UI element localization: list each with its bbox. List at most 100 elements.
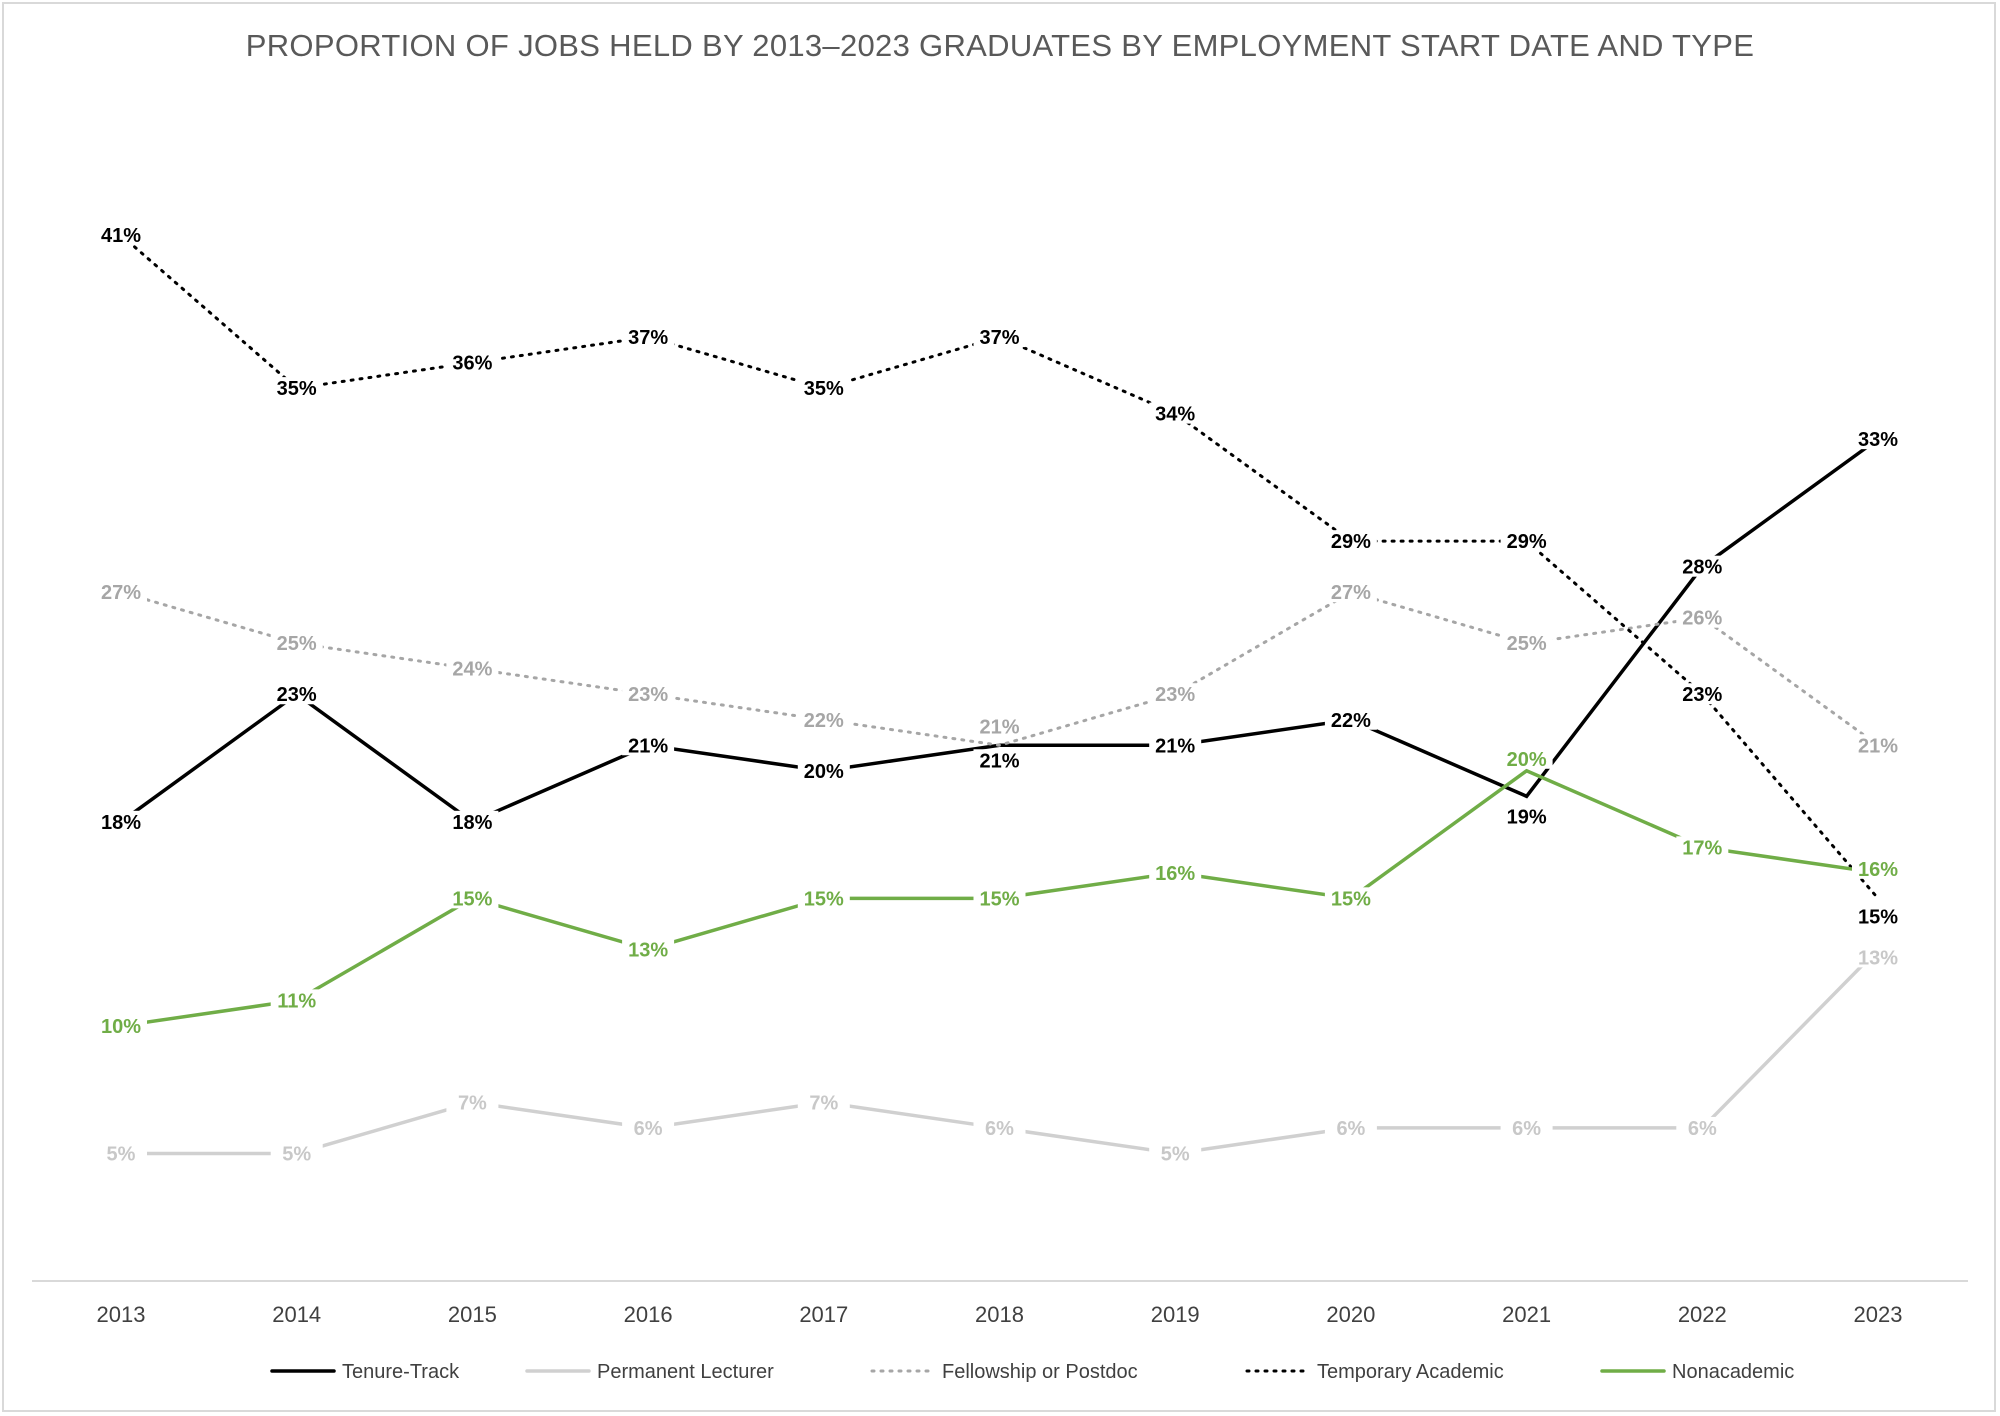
data-label: 37% [979, 327, 1019, 349]
data-label: 6% [1512, 1118, 1541, 1140]
data-label-background [797, 1091, 850, 1113]
data-label-background [973, 749, 1026, 771]
data-label: 22% [804, 710, 844, 732]
data-label-background [622, 683, 675, 705]
data-label: 15% [1858, 906, 1898, 928]
data-label: 22% [1331, 710, 1371, 732]
data-label: 18% [101, 812, 141, 834]
data-label: 27% [101, 582, 141, 604]
legend-entry: Nonacademic [1672, 1361, 1794, 1383]
data-label: 15% [452, 888, 492, 910]
data-label-background [1500, 747, 1553, 769]
data-label-background [1149, 861, 1202, 883]
data-label-background [1676, 606, 1729, 628]
data-label: 6% [1336, 1118, 1365, 1140]
data-label-background [973, 715, 1026, 737]
data-label: 20% [1507, 749, 1547, 771]
data-label-background [270, 1142, 323, 1164]
data-label-background [622, 1116, 675, 1138]
data-label: 21% [979, 716, 1019, 738]
data-label-background [1676, 683, 1729, 705]
data-label-background [270, 683, 323, 705]
data-label: 33% [1858, 429, 1898, 451]
data-label: 5% [107, 1143, 136, 1165]
data-label: 21% [979, 750, 1019, 772]
data-label-background [1324, 887, 1377, 909]
data-label-background [1149, 734, 1202, 756]
series-line-fellowship-or-postdoc [119, 590, 1880, 747]
data-label-background [446, 351, 499, 373]
data-label-background [622, 734, 675, 756]
data-label: 11% [277, 990, 316, 1012]
data-label: 23% [277, 684, 317, 706]
legend-entry: Tenure-Track [342, 1361, 460, 1383]
x-tick-label: 2023 [1854, 1302, 1903, 1327]
x-tick-label: 2016 [624, 1302, 673, 1327]
data-label-background [1500, 530, 1553, 552]
data-label: 13% [628, 939, 668, 961]
data-label: 27% [1331, 582, 1371, 604]
data-label: 20% [804, 761, 844, 783]
x-tick-label: 2014 [272, 1302, 321, 1327]
data-label: 21% [1155, 735, 1195, 757]
data-label-background [1324, 708, 1377, 730]
x-tick-label: 2019 [1151, 1302, 1200, 1327]
data-label-background [1324, 530, 1377, 552]
data-label: 7% [458, 1092, 487, 1114]
data-label: 24% [452, 659, 492, 681]
data-label: 23% [1682, 684, 1722, 706]
data-label: 7% [809, 1092, 838, 1114]
data-label-background [622, 326, 675, 348]
data-label-background [1676, 1116, 1729, 1138]
data-label-background [973, 1116, 1026, 1138]
data-label: 23% [1155, 684, 1195, 706]
data-label: 19% [1507, 806, 1547, 828]
data-label-background [1324, 1116, 1377, 1138]
data-label-background [1676, 555, 1729, 577]
data-label: 21% [1858, 735, 1898, 757]
data-label: 17% [1682, 837, 1722, 859]
data-label: 25% [1507, 633, 1547, 655]
data-label-background [622, 938, 675, 960]
data-label: 15% [1331, 888, 1371, 910]
data-label-background [1149, 683, 1202, 705]
data-label: 5% [1161, 1143, 1190, 1165]
data-label-background [1149, 402, 1202, 424]
data-label-background [446, 657, 499, 679]
data-label-background [270, 377, 323, 399]
data-label-background [797, 377, 850, 399]
data-label-background [1500, 1116, 1553, 1138]
data-label: 6% [985, 1118, 1014, 1140]
legend-entry: Permanent Lecturer [597, 1361, 774, 1383]
data-label: 23% [628, 684, 668, 706]
data-label-background [446, 810, 499, 832]
x-tick-label: 2018 [975, 1302, 1024, 1327]
data-label: 25% [277, 633, 317, 655]
data-label: 29% [1331, 531, 1371, 553]
data-label-background [95, 581, 147, 603]
legend-entry: Temporary Academic [1317, 1361, 1504, 1383]
data-label: 37% [628, 327, 668, 349]
data-label-background [446, 1091, 499, 1113]
data-label-background [95, 1014, 147, 1036]
data-label: 28% [1682, 557, 1722, 579]
data-label: 35% [277, 378, 317, 400]
data-label: 34% [1155, 404, 1195, 426]
x-tick-label: 2022 [1678, 1302, 1727, 1327]
data-label-background [1852, 905, 1904, 927]
data-label: 41% [101, 225, 141, 247]
data-label: 21% [628, 735, 668, 757]
data-label-background [95, 1142, 147, 1164]
data-label: 6% [634, 1118, 663, 1140]
data-label: 16% [1155, 863, 1195, 885]
data-label: 29% [1507, 531, 1547, 553]
data-label-background [446, 887, 499, 909]
data-label-background [1676, 836, 1729, 858]
data-label: 15% [804, 888, 844, 910]
data-label: 13% [1858, 947, 1898, 969]
data-label-background [270, 989, 323, 1011]
data-label: 16% [1858, 859, 1898, 881]
data-label-background [973, 326, 1026, 348]
data-label-background [95, 224, 147, 246]
data-label-background [797, 708, 850, 730]
